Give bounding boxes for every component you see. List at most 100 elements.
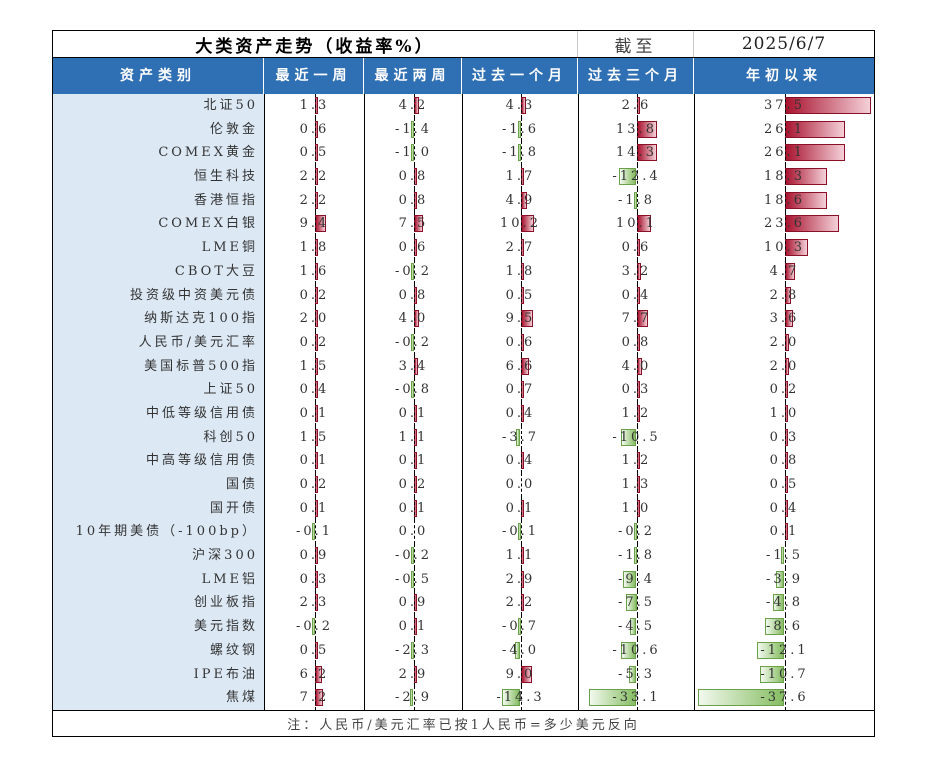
value-cell: 2.2 [264, 165, 364, 189]
value-cell: 0.3 [264, 567, 364, 592]
value-text: 2.0 [769, 358, 800, 374]
asset-name: 国债 [53, 473, 264, 497]
value-text: 0.8 [398, 169, 429, 185]
value-cell: 0.2 [264, 330, 364, 355]
asset-name: 国开债 [53, 496, 264, 521]
zero-axis-line [636, 591, 638, 616]
value-text: -0.2 [394, 334, 433, 350]
value-cell: 0.2 [264, 283, 364, 308]
value-text: -4.8 [765, 595, 804, 611]
value-text: -2.3 [394, 642, 433, 658]
zero-axis-line [784, 236, 786, 260]
header-1m: 过去一个月 [462, 58, 578, 94]
zero-axis-line [784, 496, 786, 521]
negative-data-bar [311, 618, 315, 636]
value-cell: 14.3 [578, 141, 694, 166]
zero-axis-line [520, 449, 522, 474]
zero-axis-line [314, 141, 316, 166]
value-cell: 0.8 [364, 165, 462, 189]
negative-data-bar [409, 689, 414, 707]
table-row: IPE布油 6.2 2.9 9.0 -5.3 -10.7 [53, 662, 874, 687]
negative-data-bar [410, 120, 414, 138]
zero-axis-line [520, 330, 522, 355]
zero-axis-line [520, 307, 522, 331]
negative-data-bar [621, 641, 637, 659]
value-cell: -0.1 [264, 520, 364, 545]
asset-name: 上证50 [53, 378, 264, 402]
zero-axis-line [520, 615, 522, 639]
zero-axis-line [314, 283, 316, 308]
asset-name: 恒生科技 [53, 165, 264, 189]
zero-axis-line [520, 567, 522, 592]
value-cell: 2.7 [462, 236, 578, 260]
value-text: 9.0 [505, 666, 536, 682]
value-cell: 0.8 [364, 188, 462, 213]
value-text: -9.4 [617, 571, 656, 587]
negative-data-bar [517, 144, 521, 162]
value-cell: 0.1 [364, 401, 462, 426]
value-cell: -12.1 [694, 638, 874, 663]
value-text: 0.7 [505, 382, 536, 398]
asset-name: 纳斯达克100指 [53, 307, 264, 331]
zero-axis-line [636, 212, 638, 237]
negative-data-bar [410, 641, 414, 659]
negative-data-bar [775, 570, 785, 588]
asset-name: LME铜 [53, 236, 264, 260]
zero-axis-line [520, 354, 522, 379]
zero-axis-line [520, 638, 522, 663]
value-text: 4.3 [505, 98, 536, 113]
zero-axis-line [784, 544, 786, 568]
value-text: 0.3 [621, 382, 652, 398]
value-cell: 0.4 [462, 449, 578, 474]
value-text: 10.2 [500, 216, 541, 232]
value-text: 0.9 [398, 595, 429, 611]
table-title: 大类资产走势（收益率%） [53, 31, 578, 57]
table-body: 北证50 1.3 4.2 4.3 2.6 37.5 伦敦金 0.6 -1.4 -1.6 13.8 26… [53, 94, 874, 710]
asset-name: 中高等级信用债 [53, 449, 264, 474]
zero-axis-line [520, 117, 522, 142]
value-text: -37.6 [760, 690, 809, 706]
value-text: 0.5 [299, 642, 330, 658]
value-text: -3.7 [501, 429, 540, 445]
zero-axis-line [413, 354, 415, 379]
value-cell: -10.6 [578, 638, 694, 663]
table-row: 香港恒指 2.2 0.8 4.9 -1.8 18.6 [53, 188, 874, 213]
value-text: -10.5 [612, 429, 661, 445]
zero-axis-line [413, 662, 415, 687]
as-of-date: 2025/6/7 [741, 34, 827, 54]
value-text: 37.5 [764, 98, 805, 113]
value-text: 23.6 [764, 216, 805, 232]
value-text: 0.1 [398, 500, 429, 516]
asset-name: CBOT大豆 [53, 259, 264, 284]
zero-axis-line [413, 188, 415, 213]
value-cell: -1.8 [578, 544, 694, 568]
value-text: -0.5 [394, 571, 433, 587]
zero-axis-line [314, 591, 316, 616]
asset-name: IPE布油 [53, 662, 264, 687]
value-cell: 1.8 [264, 236, 364, 260]
zero-axis-line [314, 473, 316, 497]
value-text: 1.0 [769, 405, 800, 421]
value-cell: 0.3 [578, 378, 694, 402]
zero-axis-line [314, 165, 316, 189]
asset-name: 科创50 [53, 425, 264, 450]
value-text: 1.8 [505, 263, 536, 279]
zero-axis-line [636, 117, 638, 142]
value-cell: -8.6 [694, 615, 874, 639]
zero-axis-line [520, 212, 522, 237]
negative-data-bar [517, 618, 521, 636]
zero-axis-line [784, 259, 786, 284]
asset-name: 沪深300 [53, 544, 264, 568]
asset-name: 伦敦金 [53, 117, 264, 142]
value-text: -1.0 [394, 145, 433, 161]
value-cell: 1.8 [462, 259, 578, 284]
value-text: -7.5 [617, 595, 656, 611]
value-cell: 1.1 [462, 544, 578, 568]
value-cell: -9.4 [578, 567, 694, 592]
zero-axis-line [413, 330, 415, 355]
asset-name: 美元指数 [53, 615, 264, 639]
value-text: -1.6 [501, 121, 540, 137]
value-text: 0.1 [505, 500, 536, 516]
value-cell: 0.1 [264, 401, 364, 426]
asset-name: COMEX白银 [53, 212, 264, 237]
